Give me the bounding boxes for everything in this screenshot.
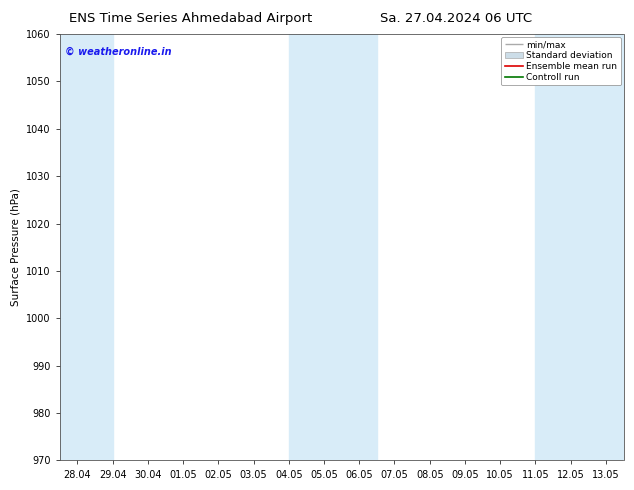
Bar	[288, 34, 377, 461]
Y-axis label: Surface Pressure (hPa): Surface Pressure (hPa)	[11, 188, 20, 306]
Text: © weatheronline.in: © weatheronline.in	[65, 47, 172, 57]
Bar	[60, 34, 113, 461]
Text: ENS Time Series Ahmedabad Airport: ENS Time Series Ahmedabad Airport	[68, 12, 312, 25]
Legend: min/max, Standard deviation, Ensemble mean run, Controll run: min/max, Standard deviation, Ensemble me…	[501, 37, 621, 85]
Bar	[535, 34, 623, 461]
Text: Sa. 27.04.2024 06 UTC: Sa. 27.04.2024 06 UTC	[380, 12, 533, 25]
